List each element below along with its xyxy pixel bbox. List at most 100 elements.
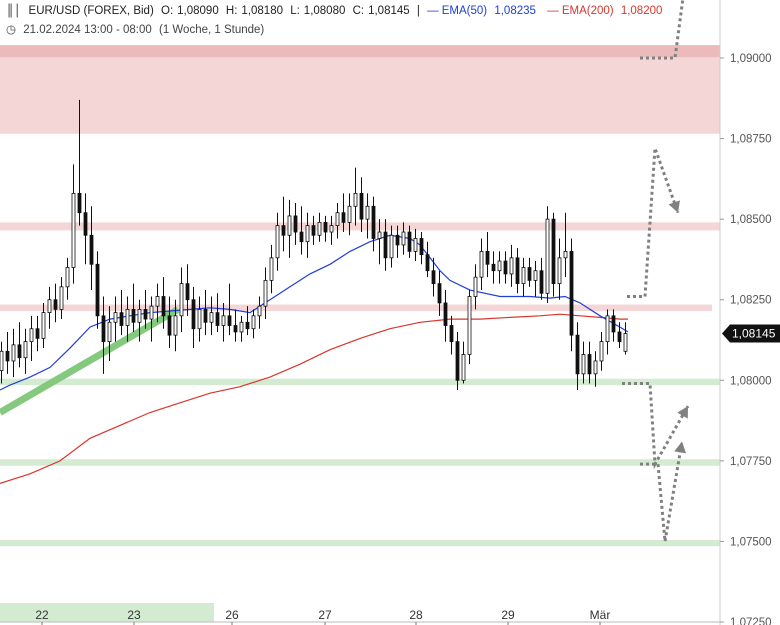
candle [539,257,544,300]
candle [413,228,418,262]
candle [227,283,232,336]
candle-body [215,312,220,326]
candle [239,315,244,342]
candle-body [587,354,592,375]
candle [449,315,454,355]
candle-body [119,312,124,326]
candle-body [155,296,160,307]
candle [425,241,430,278]
chart-header: ║│ EUR/USD (FOREX, Bid) O: 1,08090 H: 1,08… [6,5,670,17]
candle-body [185,283,190,301]
candle [593,351,598,387]
ema50-line [0,234,629,391]
candle [137,299,142,342]
candle [89,206,94,291]
candle [485,232,490,278]
candle [161,277,166,329]
candle-body [245,321,250,330]
candle [287,199,292,258]
ema200-label: EMA(200) [561,5,614,17]
separator: | [416,5,420,17]
support-zone [0,459,720,466]
candle-body [359,192,364,220]
candle-body [299,231,304,243]
y-tick-label: 1,07250 [730,617,772,625]
candle-body [347,205,352,223]
candle-body [449,325,454,343]
candle [215,293,220,332]
session-highlight [0,603,214,622]
candle-body [437,283,442,304]
candle-body [275,225,280,259]
high-label: H: [225,5,238,17]
resistance-zone [0,222,720,231]
candle [377,219,382,265]
candle [605,309,610,355]
candle-body [455,341,460,381]
candle [35,315,40,352]
candle [143,290,148,329]
candle [431,257,436,297]
candle [305,212,310,258]
candle-body [323,221,328,233]
candle [125,296,130,342]
candle [359,177,364,233]
y-tick-label: 1,07750 [730,456,772,468]
y-tick-label: 1,08000 [730,375,772,387]
resistance-zone [0,45,720,134]
candle [203,290,208,336]
candle [101,296,106,374]
open-label: O: [161,5,174,17]
chart-subheader: ◷ 21.02.2024 13:00 - 08:00 (1 Woche, 1 S… [6,22,268,36]
candle [131,283,136,332]
candle-body [563,250,568,259]
candle [47,286,52,329]
candle-body [161,296,166,317]
y-tick-label: 1,08500 [730,214,772,226]
candle [575,322,580,390]
candle-body [479,250,484,278]
candle [419,232,424,265]
candle-body [305,225,310,243]
candle [71,164,76,284]
candle-body [101,315,106,343]
candle [365,193,370,239]
candle [455,331,460,390]
y-tick-label: 1,09000 [730,53,772,65]
candle [251,309,256,339]
candle-body [605,315,610,343]
candle-body [179,283,184,317]
candle [317,212,322,242]
candle [353,167,358,226]
x-tick-label: 29 [501,608,515,622]
candle [515,248,520,294]
candle-body [425,254,430,272]
candle [407,225,412,258]
candle-body [137,308,142,323]
candle [281,196,286,252]
candle [275,212,280,271]
candle-body [41,312,46,339]
candle-body [197,308,202,330]
candle-body [65,267,70,288]
candle-body [17,344,22,359]
ema50-label: EMA(50) [441,5,488,17]
candle [545,206,550,303]
open-value: 1,08090 [177,5,219,17]
candle [503,251,508,284]
candle [41,302,46,349]
candle-body [191,299,196,330]
candle [29,315,34,361]
candle-body [509,257,514,275]
candle [179,267,184,332]
candle-body [23,341,28,359]
candle [95,251,100,329]
candle-body [29,328,34,343]
candle [65,257,70,300]
ema200-legend: — EMA(200) 1,08200 [547,5,663,17]
candle-body [293,215,298,233]
candle [293,203,298,245]
candle-body [527,267,532,281]
candle [473,264,478,310]
